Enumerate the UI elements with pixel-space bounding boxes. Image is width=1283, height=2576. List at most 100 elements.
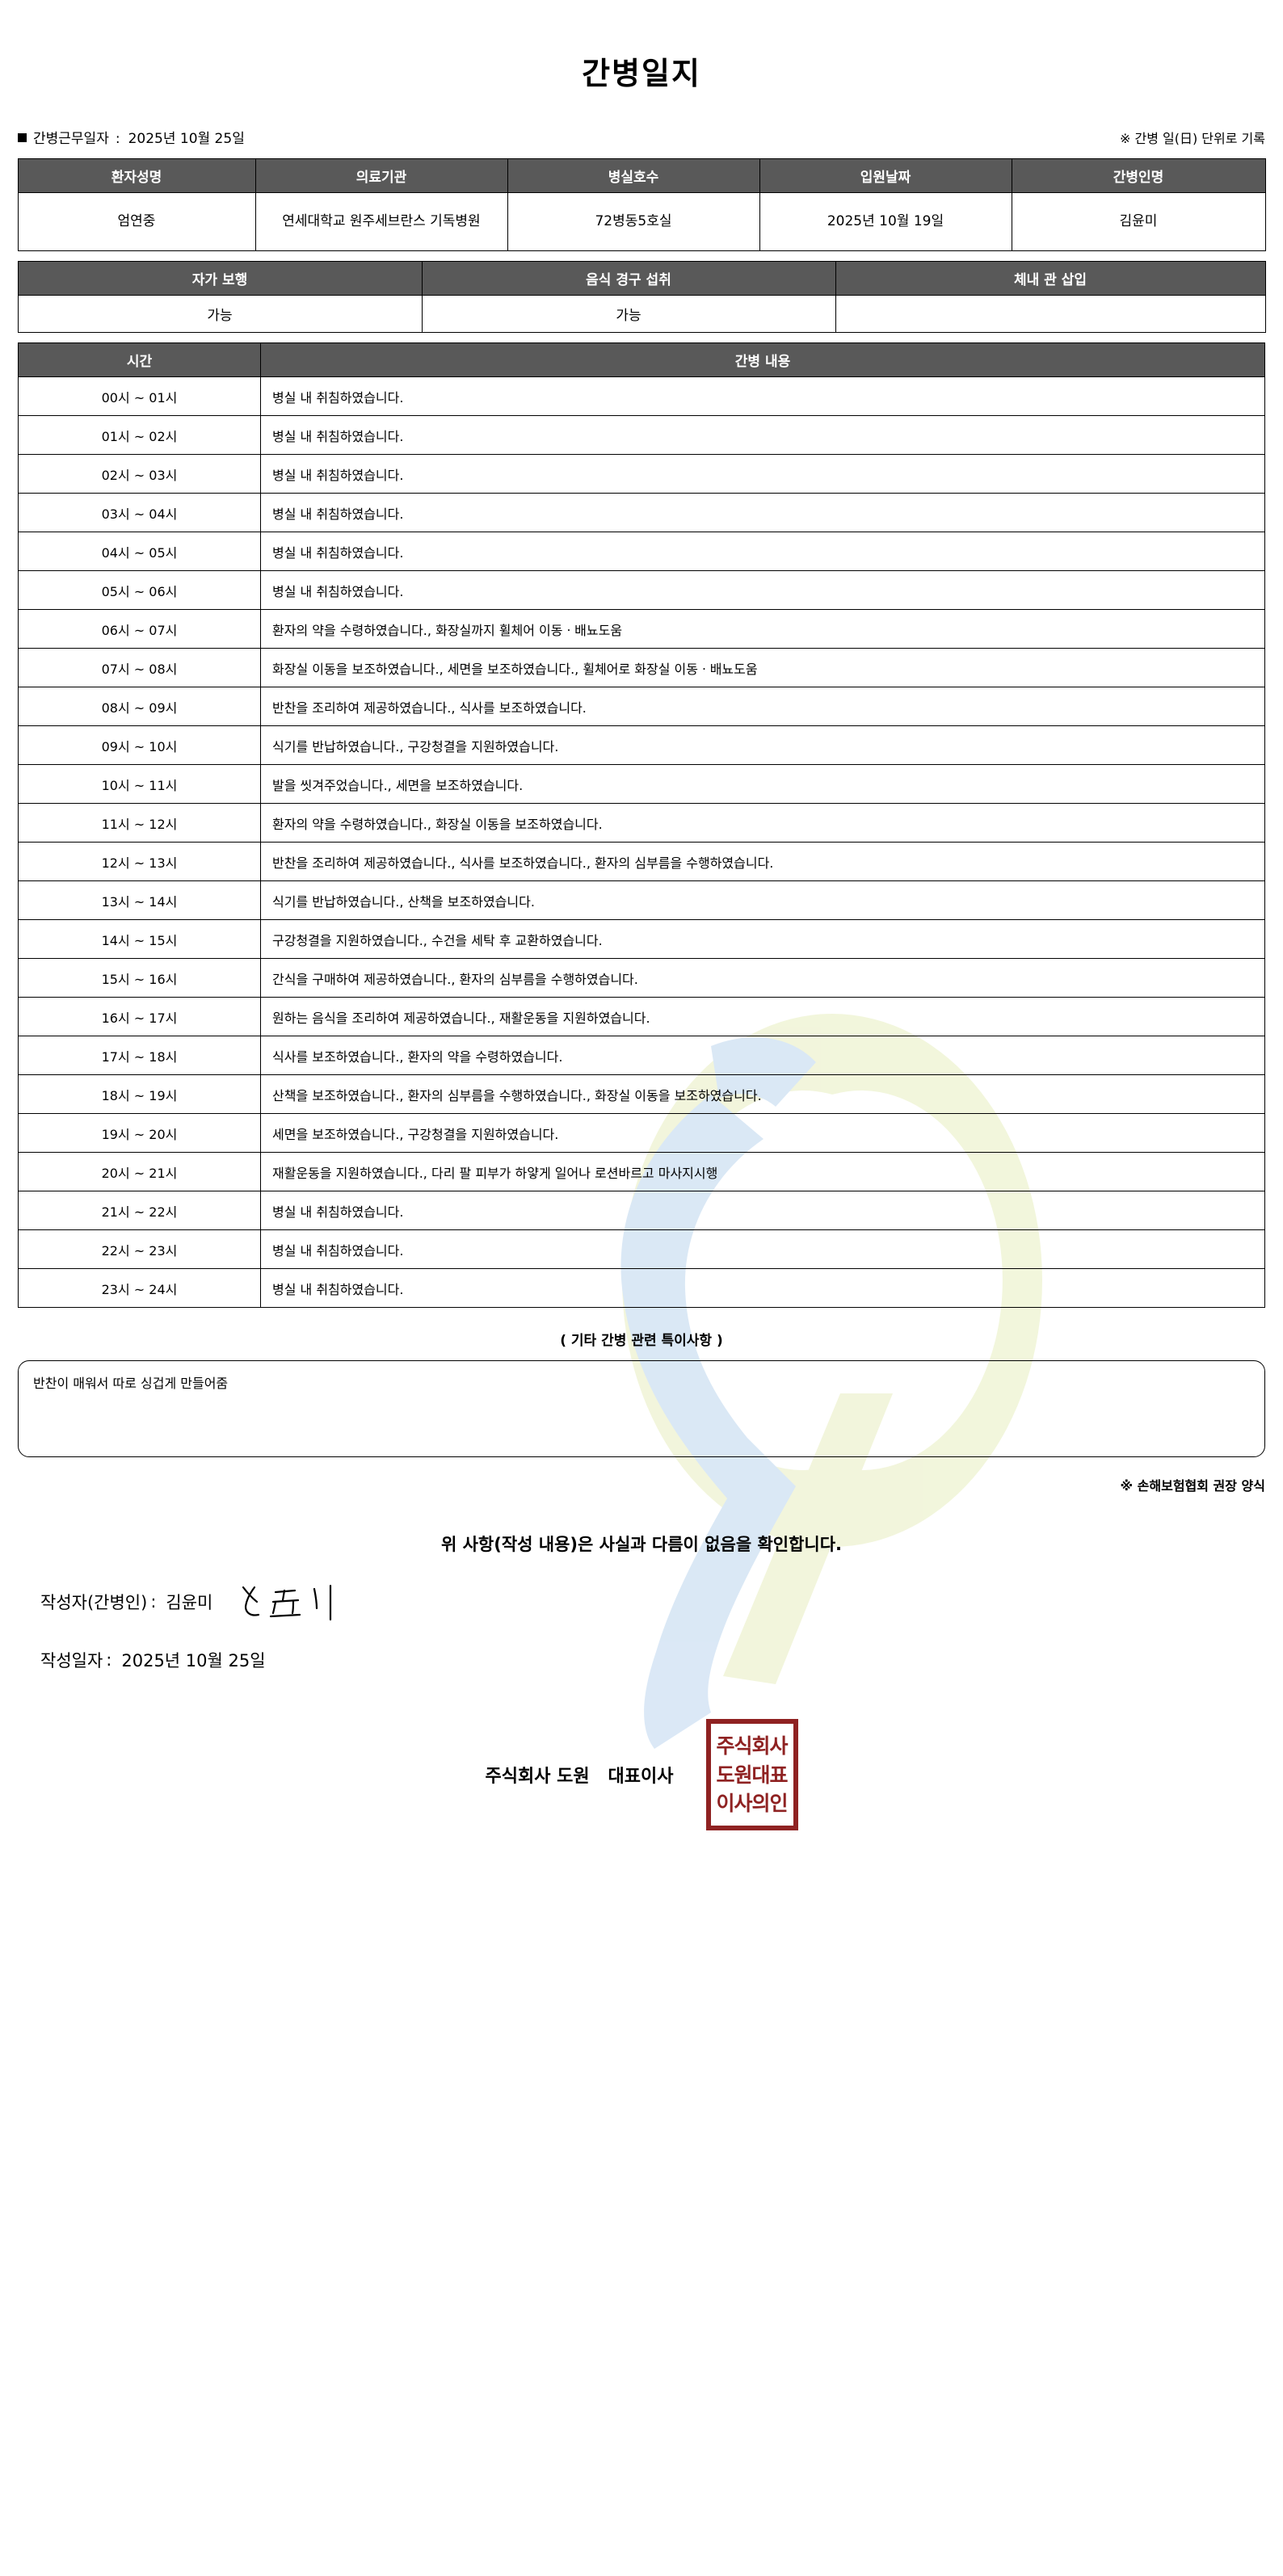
header-self-ambulation: 자가 보행 xyxy=(17,261,423,296)
work-date-colon: : xyxy=(115,131,120,148)
page-title: 간병일지 xyxy=(582,56,701,92)
cell-care-content: 식기를 반납하였습니다., 구강청결을 지원하였습니다. xyxy=(260,725,1265,766)
cell-care-content: 재활운동을 지원하였습니다., 다리 팔 피부가 하얗게 일어나 로션바르고 마… xyxy=(260,1152,1265,1192)
cell-time: 20시 ~ 21시 xyxy=(18,1152,261,1192)
cell-internal-tube xyxy=(835,295,1266,334)
header-caregiver-name: 간병인명 xyxy=(1011,158,1266,194)
author-row: 작성자(간병인) : 김윤미 xyxy=(40,1583,1283,1621)
cell-care-content: 병실 내 취침하였습니다. xyxy=(260,376,1265,417)
cell-care-content: 반찬을 조리하여 제공하였습니다., 식사를 보조하였습니다., 환자의 심부름… xyxy=(260,842,1265,882)
cell-time: 02시 ~ 03시 xyxy=(18,454,261,494)
company-signature-row: 주식회사 도원 대표이사 주식회사 도원대표 이사의인 xyxy=(0,1714,1283,1835)
cell-care-content: 식기를 반납하였습니다., 산책을 보조하였습니다. xyxy=(260,880,1265,921)
seal-line-1: 주식회사 xyxy=(716,1733,789,1758)
table-row: 11시 ~ 12시 환자의 약을 수령하였습니다., 화장실 이동을 보조하였습니… xyxy=(18,803,1265,843)
table-row: 17시 ~ 18시 식사를 보조하였습니다., 환자의 약을 수령하였습니다. xyxy=(18,1036,1265,1076)
cell-care-content: 발을 씻겨주었습니다., 세면을 보조하였습니다. xyxy=(260,764,1265,805)
cell-care-content: 구강청결을 지원하였습니다., 수건을 세탁 후 교환하였습니다. xyxy=(260,919,1265,960)
cell-care-content: 병실 내 취침하였습니다. xyxy=(260,1191,1265,1231)
table-row: 21시 ~ 22시 병실 내 취침하였습니다. xyxy=(18,1191,1265,1231)
table-row: 06시 ~ 07시 환자의 약을 수령하였습니다., 화장실까지 휠체어 이동ㆍ배… xyxy=(18,609,1265,649)
record-unit-note: ※ 간병 일(日) 단위로 기록 xyxy=(1120,131,1265,147)
table-row: 01시 ~ 02시 병실 내 취침하였습니다. xyxy=(18,415,1265,456)
cell-care-content: 환자의 약을 수령하였습니다., 화장실까지 휠체어 이동ㆍ배뇨도움 xyxy=(260,609,1265,649)
header-room-number: 병실호수 xyxy=(507,158,760,194)
cell-time: 18시 ~ 19시 xyxy=(18,1074,261,1115)
cell-time: 01시 ~ 02시 xyxy=(18,415,261,456)
notes-textbox[interactable]: 반찬이 매워서 따로 싱겁게 만들어줌 xyxy=(18,1360,1265,1458)
header-medical-institution: 의료기관 xyxy=(254,158,508,194)
hourly-care-log-table: 시간 간병 내용 00시 ~ 01시 병실 내 취침하였습니다. 01시 ~ 02시… xyxy=(18,342,1265,1309)
company-name: 주식회사 도원 대표이사 xyxy=(485,1767,674,1788)
cell-care-content: 반찬을 조리하여 제공하였습니다., 식사를 보조하였습니다. xyxy=(260,687,1265,727)
cell-time: 07시 ~ 08시 xyxy=(18,648,261,688)
cell-medical-institution: 연세대학교 원주세브란스 기독병원 xyxy=(254,192,508,252)
patient-info-table: 환자성명 의료기관 병실호수 입원날짜 간병인명 엄연중 연세대학교 원주세브란… xyxy=(17,158,1266,252)
company-seal-stamp: 주식회사 도원대표 이사의인 xyxy=(705,1719,798,1831)
cell-time: 09시 ~ 10시 xyxy=(18,725,261,766)
cell-time: 12시 ~ 13시 xyxy=(18,842,261,882)
cell-self-ambulation: 가능 xyxy=(17,295,423,334)
document-page: 간병일지 간병근무일자 : 2025년 10월 25일 ※ 간병 일(日) 단위… xyxy=(0,20,1283,1835)
header-time: 시간 xyxy=(18,342,261,378)
cell-time: 10시 ~ 11시 xyxy=(18,764,261,805)
confirmation-statement: 위 사항(작성 내용)은 사실과 다름이 없음을 확인합니다. xyxy=(440,1535,843,1555)
cell-time: 22시 ~ 23시 xyxy=(18,1229,261,1270)
date-row: 작성일자 : 2025년 10월 25일 xyxy=(40,1641,1283,1679)
cell-time: 03시 ~ 04시 xyxy=(18,493,261,533)
seal-line-2: 도원대표 xyxy=(716,1763,789,1787)
cell-time: 05시 ~ 06시 xyxy=(18,570,261,611)
status-table-data-row: 가능 가능 xyxy=(17,295,1266,334)
cell-caregiver-name: 김윤미 xyxy=(1011,192,1266,252)
write-date-colon: : xyxy=(106,1650,112,1670)
header-patient-name: 환자성명 xyxy=(17,158,256,194)
cell-room-number: 72병동5호실 xyxy=(507,192,760,252)
log-table-header-row: 시간 간병 내용 xyxy=(18,342,1265,378)
cell-time: 15시 ~ 16시 xyxy=(18,958,261,998)
notes-title: ( 기타 간병 관련 특이사항 ) xyxy=(560,1333,723,1350)
cell-time: 21시 ~ 22시 xyxy=(18,1191,261,1231)
write-date-label: 작성일자 xyxy=(40,1651,103,1671)
header-internal-tube: 체내 관 삽입 xyxy=(835,261,1266,296)
cell-time: 16시 ~ 17시 xyxy=(18,997,261,1037)
cell-care-content: 산책을 보조하였습니다., 환자의 심부름을 수행하였습니다., 화장실 이동을… xyxy=(260,1074,1265,1115)
cell-care-content: 병실 내 취침하였습니다. xyxy=(260,1229,1265,1270)
meta-row: 간병근무일자 : 2025년 10월 25일 ※ 간병 일(日) 단위로 기록 xyxy=(0,127,1283,147)
write-date-value: 2025년 10월 25일 xyxy=(121,1651,266,1671)
author-value: 김윤미 xyxy=(166,1593,213,1613)
signature-block: 작성자(간병인) : 김윤미 xyxy=(0,1583,1283,1679)
square-bullet-icon xyxy=(18,133,27,143)
cell-time: 06시 ~ 07시 xyxy=(18,609,261,649)
cell-care-content: 화장실 이동을 보조하였습니다., 세면을 보조하였습니다., 휠체어로 화장실… xyxy=(260,648,1265,688)
cell-care-content: 병실 내 취침하였습니다. xyxy=(260,454,1265,494)
cell-care-content: 병실 내 취침하였습니다. xyxy=(260,570,1265,611)
cell-admission-date: 2025년 10월 19일 xyxy=(759,192,1012,252)
table-row: 04시 ~ 05시 병실 내 취침하였습니다. xyxy=(18,532,1265,572)
table-row: 15시 ~ 16시 간식을 구매하여 제공하였습니다., 환자의 심부름을 수행하… xyxy=(18,958,1265,998)
table-row: 16시 ~ 17시 원하는 음식을 조리하여 제공하였습니다., 재활운동을 지원… xyxy=(18,997,1265,1037)
table-row: 05시 ~ 06시 병실 내 취침하였습니다. xyxy=(18,570,1265,611)
header-admission-date: 입원날짜 xyxy=(759,158,1012,194)
table-row: 08시 ~ 09시 반찬을 조리하여 제공하였습니다., 식사를 보조하였습니다. xyxy=(18,687,1265,727)
cell-care-content: 병실 내 취침하였습니다. xyxy=(260,493,1265,533)
author-label: 작성자(간병인) xyxy=(40,1593,148,1613)
table-row: 09시 ~ 10시 식기를 반납하였습니다., 구강청결을 지원하였습니다. xyxy=(18,725,1265,766)
author-colon: : xyxy=(150,1592,157,1612)
work-date-label: 간병근무일자 xyxy=(33,131,109,148)
table-row: 19시 ~ 20시 세면을 보조하였습니다., 구강청결을 지원하였습니다. xyxy=(18,1113,1265,1154)
cell-oral-intake: 가능 xyxy=(421,295,836,334)
patient-table-header-row: 환자성명 의료기관 병실호수 입원날짜 간병인명 xyxy=(17,158,1266,194)
cell-patient-name: 엄연중 xyxy=(17,192,256,252)
table-row: 14시 ~ 15시 구강청결을 지원하였습니다., 수건을 세탁 후 교환하였습니… xyxy=(18,919,1265,960)
cell-time: 19시 ~ 20시 xyxy=(18,1113,261,1154)
table-row: 07시 ~ 08시 화장실 이동을 보조하였습니다., 세면을 보조하였습니다.,… xyxy=(18,648,1265,688)
cell-care-content: 원하는 음식을 조리하여 제공하였습니다., 재활운동을 지원하였습니다. xyxy=(260,997,1265,1037)
header-oral-intake: 음식 경구 섭취 xyxy=(421,261,836,296)
table-row: 22시 ~ 23시 병실 내 취침하였습니다. xyxy=(18,1229,1265,1270)
cell-care-content: 병실 내 취침하였습니다. xyxy=(260,415,1265,456)
table-row: 00시 ~ 01시 병실 내 취침하였습니다. xyxy=(18,376,1265,417)
table-row: 13시 ~ 14시 식기를 반납하였습니다., 산책을 보조하였습니다. xyxy=(18,880,1265,921)
cell-care-content: 병실 내 취침하였습니다. xyxy=(260,1268,1265,1309)
cell-care-content: 병실 내 취침하였습니다. xyxy=(260,532,1265,572)
patient-table-data-row: 엄연중 연세대학교 원주세브란스 기독병원 72병동5호실 2025년 10월 … xyxy=(17,192,1266,252)
